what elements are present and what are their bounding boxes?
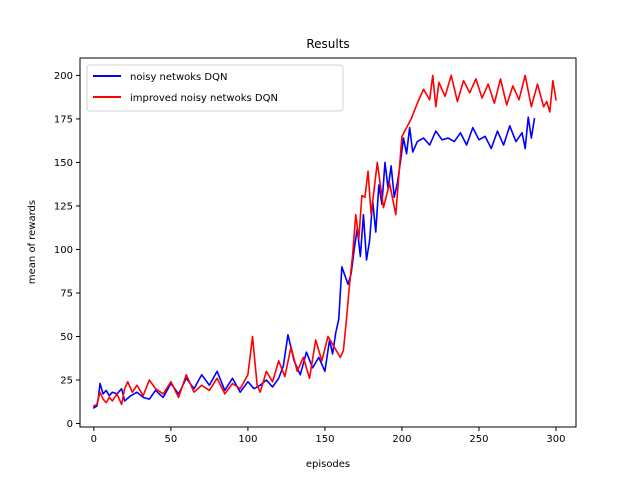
- y-axis-title: mean of rewards: [27, 200, 38, 284]
- y-tick-label: 100: [54, 245, 73, 256]
- x-tick-label: 0: [91, 434, 97, 445]
- y-tick-label: 75: [60, 288, 73, 299]
- y-tick-label: 25: [60, 376, 73, 387]
- y-tick-label: 175: [54, 114, 73, 125]
- x-axis-title: episodes: [306, 459, 350, 470]
- y-tick-label: 0: [67, 419, 73, 430]
- legend-label-noisy-netwoks-dqn: noisy netwoks DQN: [130, 72, 227, 83]
- y-tick-label: 50: [60, 332, 73, 343]
- y-tick-label: 125: [54, 201, 73, 212]
- plot-lines: [92, 74, 557, 409]
- x-tick-label: 50: [165, 434, 178, 445]
- legend-frame: [86, 64, 344, 112]
- x-tick-label: 150: [315, 434, 334, 445]
- x-axis-ticks: 0 50 100 150 200 250 300: [91, 427, 566, 445]
- series-line-noisy-netwoks-dqn: [92, 116, 536, 409]
- plot-frame: [79, 57, 577, 428]
- legend: noisy netwoks DQN improved noisy netwoks…: [86, 64, 344, 112]
- y-tick-label: 200: [54, 71, 73, 82]
- x-tick-label: 100: [238, 434, 257, 445]
- chart-title: Results: [306, 37, 349, 51]
- x-tick-label: 200: [392, 434, 411, 445]
- y-axis-ticks: 0 25 50 75 100 125 150 175 200: [54, 71, 80, 430]
- x-tick-label: 300: [546, 434, 565, 445]
- legend-label-improved-noisy-netwoks-dqn: improved noisy netwoks DQN: [130, 93, 278, 104]
- x-tick-label: 250: [469, 434, 488, 445]
- y-tick-label: 150: [54, 158, 73, 169]
- series-line-improved-noisy-netwoks-dqn: [92, 74, 557, 408]
